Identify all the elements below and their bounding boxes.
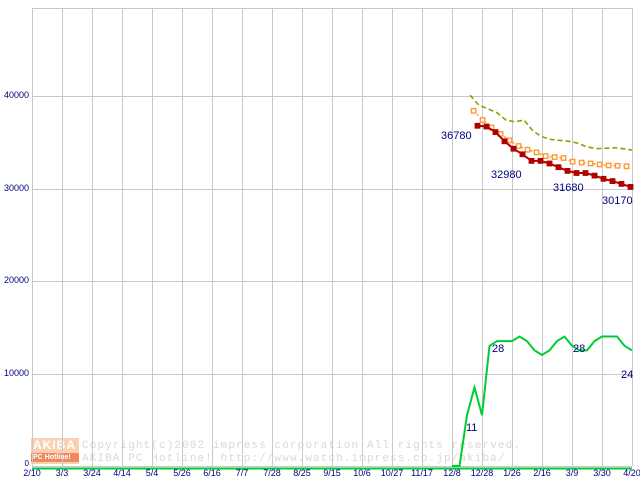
series-marker-price-mid <box>533 149 540 156</box>
series-marker-price-mid <box>551 154 558 160</box>
series-marker-price-low <box>537 157 544 164</box>
x-axis-tick-label: 10/27 <box>380 468 404 478</box>
series-marker-price-mid <box>614 162 621 169</box>
y-axis-tick-label: 10000 <box>3 367 29 378</box>
series-marker-price-low <box>474 122 481 129</box>
y-axis-tick-label: 0 <box>24 459 29 468</box>
series-marker-price-low <box>510 145 517 152</box>
series-line-shop-count <box>452 335 633 467</box>
data-point-label: 31680 <box>553 182 584 194</box>
x-axis-tick-label: 5/4 <box>145 468 159 478</box>
x-axis-tick-label: 12/28 <box>470 468 494 478</box>
series-marker-price-mid <box>506 137 513 144</box>
series-marker-price-low <box>483 123 490 130</box>
x-axis-tick-label: 6/16 <box>203 468 221 478</box>
x-axis-tick-label: 4/14 <box>113 468 131 478</box>
x-axis-tick-label: 9/15 <box>323 468 341 478</box>
x-axis-tick-label: 2/16 <box>533 468 551 478</box>
series-marker-price-mid <box>569 158 576 165</box>
x-axis-tick-label: 7/28 <box>263 468 281 478</box>
series-marker-price-low <box>591 172 598 179</box>
series-line-price-mid <box>473 110 627 168</box>
data-point-label: 11 <box>466 422 478 434</box>
x-axis-tick-label: 5/26 <box>173 468 191 478</box>
series-marker-price-mid <box>470 107 477 114</box>
series-marker-price-low <box>618 180 625 187</box>
series-marker-price-mid <box>524 146 531 153</box>
y-axis-tick-label: 30000 <box>3 182 29 193</box>
series-layer <box>452 94 634 467</box>
series-marker-price-mid <box>560 155 567 161</box>
x-axis-tick-label: 8/25 <box>293 468 311 478</box>
data-point-label: 32980 <box>491 169 522 181</box>
series-marker-price-low <box>600 175 607 182</box>
x-axis-tick-label: 3/30 <box>593 468 611 478</box>
series-marker-price-mid <box>587 160 594 167</box>
series-marker-price-low <box>519 151 526 158</box>
series-marker-price-low <box>609 178 616 184</box>
gridlines <box>32 8 633 470</box>
series-marker-price-mid <box>479 117 486 123</box>
series-marker-price-mid <box>605 162 612 169</box>
series-marker-price-mid <box>542 153 549 159</box>
x-axis-tick-label: 2/10 <box>23 468 41 478</box>
series-marker-price-mid <box>623 163 630 170</box>
series-marker-price-low <box>555 164 562 171</box>
series-marker-price-low <box>501 138 508 145</box>
series-marker-price-low <box>582 170 589 176</box>
x-axis-tick-label: 4/20 <box>623 468 640 478</box>
y-axis-tick-label: 20000 <box>3 275 29 285</box>
series-marker-price-low <box>564 167 571 174</box>
data-point-label: 30170 <box>602 195 633 207</box>
data-point-label: 28 <box>492 343 505 355</box>
data-point-label: 24 <box>621 369 634 381</box>
x-axis-tick-label: 7/7 <box>235 468 249 478</box>
series-marker-price-low <box>573 170 580 176</box>
series-marker-price-mid <box>596 161 603 168</box>
y-axis-tick-label: 40000 <box>3 90 29 100</box>
x-axis-tick-label: 10/6 <box>353 468 371 478</box>
series-marker-price-low <box>492 129 499 135</box>
x-axis-tick-label: 3/3 <box>55 468 69 478</box>
data-point-label: 36780 <box>441 130 472 142</box>
x-axis-tick-label: 1/26 <box>503 468 521 478</box>
series-marker-price-mid <box>578 159 585 166</box>
x-axis-tick-label: 12/8 <box>443 468 461 478</box>
series-marker-price-mid <box>515 143 522 149</box>
series-marker-price-low <box>546 160 553 167</box>
x-axis-tick-label: 3/24 <box>83 468 101 478</box>
series-line-price-high <box>469 94 633 151</box>
data-point-label: 28 <box>573 343 586 355</box>
series-marker-price-low <box>627 183 634 190</box>
x-axis-tick-label: 3/9 <box>565 468 579 478</box>
x-axis-tick-label: 11/17 <box>411 468 433 478</box>
series-marker-price-low <box>528 157 535 164</box>
